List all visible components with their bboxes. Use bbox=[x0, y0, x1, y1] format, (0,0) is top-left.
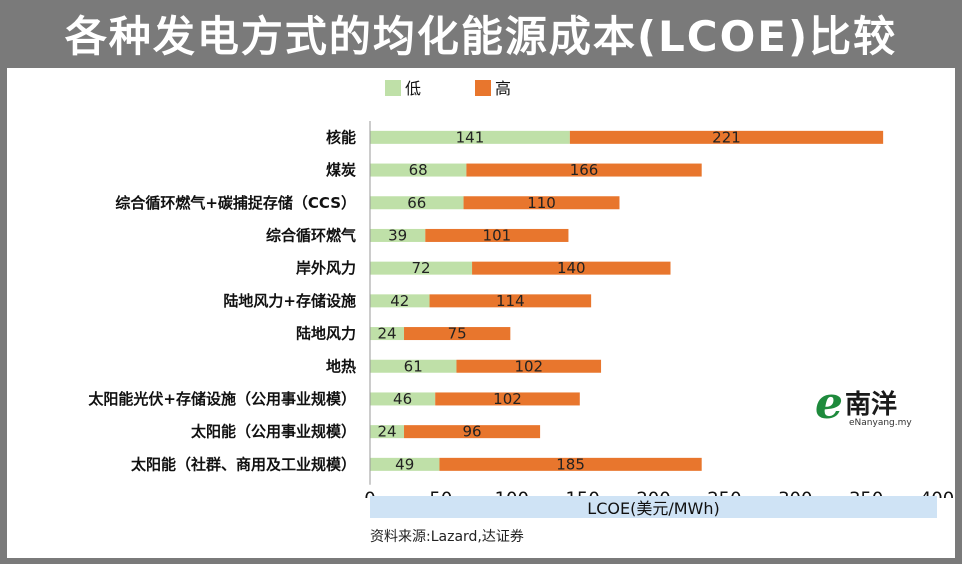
bar-chart: 低 高 141 221 68 166 66 110 39 101 72 140 42 114 24 75 6… bbox=[88, 79, 954, 498]
bar-high bbox=[435, 392, 580, 406]
x-tick-label: 350 bbox=[849, 489, 883, 498]
legend-high-swatch bbox=[475, 80, 491, 96]
bar-high bbox=[463, 196, 620, 210]
data-label-high: 110 bbox=[527, 194, 556, 212]
data-label-low: 66 bbox=[407, 194, 426, 212]
bar-high bbox=[466, 163, 702, 177]
bar-low bbox=[370, 327, 405, 341]
x-tick-label: 0 bbox=[364, 489, 375, 498]
bar-low bbox=[370, 228, 426, 242]
bar-high bbox=[472, 261, 671, 275]
x-tick-label: 250 bbox=[707, 489, 741, 498]
x-tick-label: 50 bbox=[429, 489, 452, 498]
x-tick-label: 100 bbox=[495, 489, 529, 498]
legend-low-swatch bbox=[385, 80, 401, 96]
category-label: 地热 bbox=[326, 357, 356, 375]
bar-high bbox=[429, 294, 592, 308]
data-label-high: 114 bbox=[496, 292, 525, 310]
bars-group: 141 221 68 166 66 110 39 101 72 140 42 114 24 75 61 102… bbox=[370, 128, 884, 473]
data-label-low: 141 bbox=[456, 128, 485, 146]
data-label-high: 102 bbox=[514, 357, 543, 375]
data-label-high: 102 bbox=[493, 390, 522, 408]
x-axis-label: LCOE(美元/MWh) bbox=[370, 496, 937, 518]
data-label-low: 39 bbox=[388, 226, 407, 244]
bar-high bbox=[569, 130, 884, 144]
bar-high bbox=[456, 359, 602, 373]
bar-low bbox=[370, 457, 440, 471]
data-label-low: 24 bbox=[377, 325, 396, 343]
logo-name: 南洋 bbox=[845, 390, 898, 420]
data-label-low: 68 bbox=[409, 161, 428, 179]
bar-low bbox=[370, 294, 430, 308]
data-label-low: 49 bbox=[395, 455, 414, 473]
data-label-high: 75 bbox=[448, 325, 467, 343]
bar-high bbox=[404, 327, 511, 341]
legend: 低 高 bbox=[385, 79, 511, 98]
bar-low bbox=[370, 425, 405, 439]
category-label: 核能 bbox=[326, 128, 356, 146]
bar-high bbox=[425, 228, 569, 242]
x-tick-label: 200 bbox=[636, 489, 670, 498]
data-label-low: 42 bbox=[390, 292, 409, 310]
data-label-high: 166 bbox=[570, 161, 599, 179]
data-label-low: 72 bbox=[411, 259, 430, 277]
bar-high bbox=[404, 425, 541, 439]
x-tick-label: 150 bbox=[565, 489, 599, 498]
category-label: 岸外风力 bbox=[296, 259, 356, 277]
data-label-high: 221 bbox=[712, 128, 741, 146]
bar-high bbox=[439, 457, 702, 471]
bar-low bbox=[370, 196, 464, 210]
category-label: 综合循环燃气+碳捕捉存储（CCS） bbox=[115, 194, 356, 212]
bar-low bbox=[370, 359, 457, 373]
logo-mark: e bbox=[815, 378, 843, 429]
category-label: 太阳能（社群、商用及工业规模） bbox=[131, 455, 356, 473]
data-label-high: 140 bbox=[557, 259, 586, 277]
data-label-low: 24 bbox=[377, 423, 396, 441]
category-label: 太阳能光伏+存储设施（公用事业规模） bbox=[88, 390, 356, 408]
category-label: 综合循环燃气 bbox=[266, 226, 356, 244]
data-label-low: 61 bbox=[404, 357, 423, 375]
data-label-high: 96 bbox=[463, 423, 482, 441]
data-label-low: 46 bbox=[393, 390, 412, 408]
chart-panel: 低 高 141 221 68 166 66 110 39 101 72 140 42 114 24 75 6… bbox=[7, 68, 955, 558]
x-tick-label: 400 bbox=[920, 489, 954, 498]
logo-site: eNanyang.my bbox=[849, 418, 912, 428]
data-label-high: 101 bbox=[483, 226, 512, 244]
category-label: 陆地风力 bbox=[296, 325, 356, 343]
bar-low bbox=[370, 261, 473, 275]
x-axis: 0 50 100 150 200 250 300 350 400 bbox=[364, 121, 954, 498]
source-note: 资料来源:Lazard,达证券 bbox=[370, 529, 524, 545]
bar-low bbox=[370, 130, 570, 144]
enanyang-logo: e 南洋 eNanyang.my bbox=[815, 380, 925, 436]
chart-title: 各种发电方式的均化能源成本(LCOE)比较 bbox=[64, 11, 898, 61]
category-label: 陆地风力+存储设施 bbox=[223, 292, 356, 310]
data-label-high: 185 bbox=[556, 455, 585, 473]
category-label: 太阳能（公用事业规模） bbox=[191, 423, 356, 441]
legend-low-label: 低 bbox=[405, 79, 421, 98]
bar-low bbox=[370, 392, 436, 406]
x-tick-label: 300 bbox=[778, 489, 812, 498]
legend-high-label: 高 bbox=[495, 79, 511, 98]
bar-low bbox=[370, 163, 467, 177]
category-label: 煤炭 bbox=[326, 161, 356, 179]
